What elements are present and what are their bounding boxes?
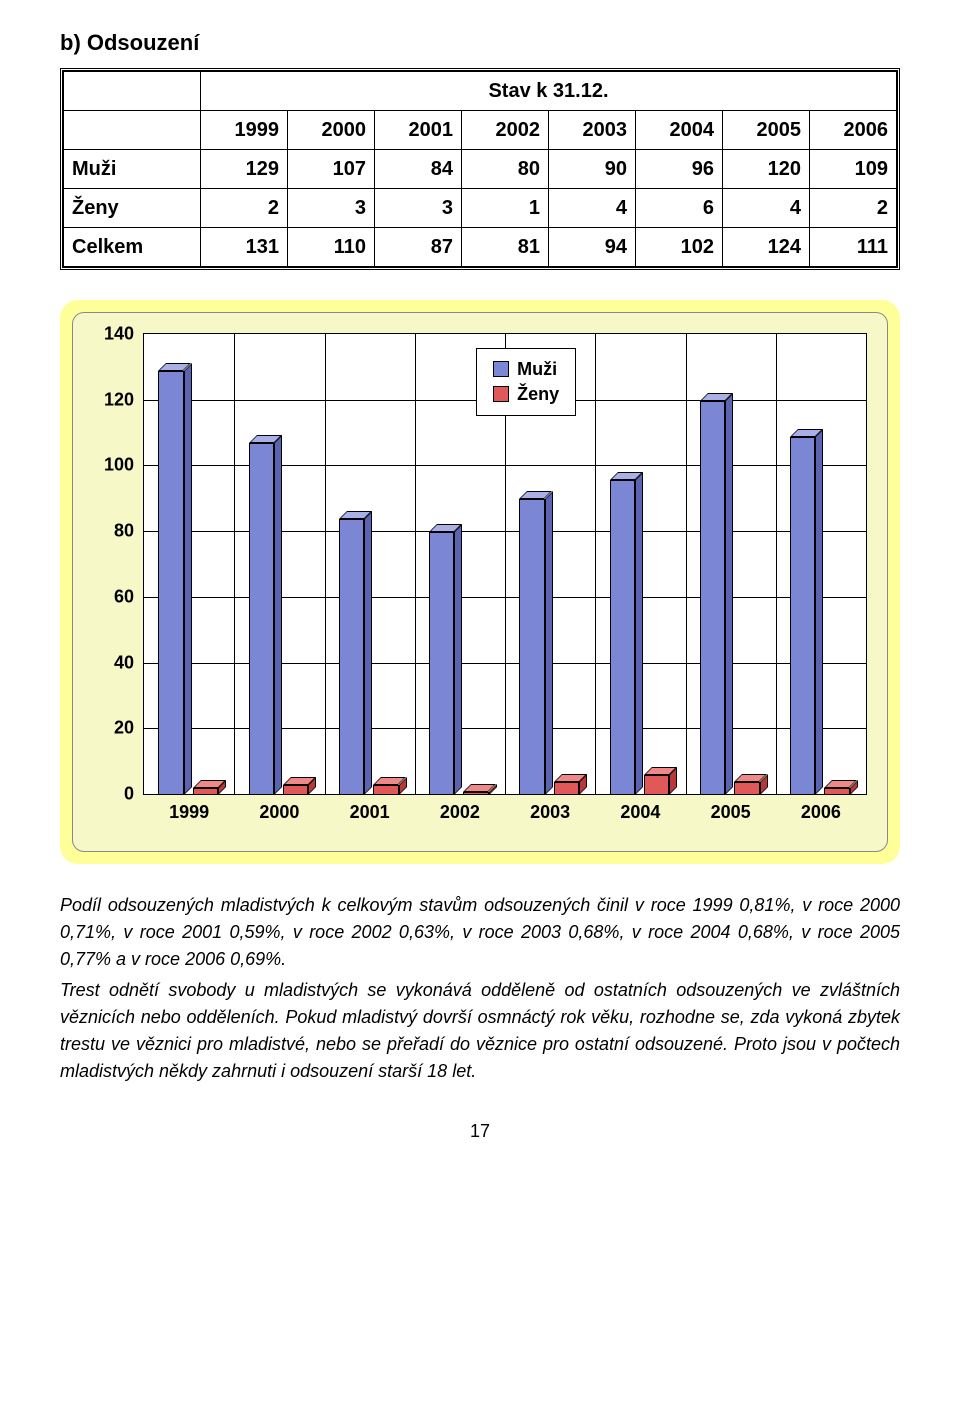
chart-bar (283, 785, 308, 795)
row-label: Celkem (64, 228, 201, 267)
chart-xtick: 2005 (711, 794, 751, 823)
cell: 111 (810, 228, 897, 267)
chart-bar (610, 480, 635, 795)
chart-xtick: 2003 (530, 794, 570, 823)
cell: 131 (201, 228, 288, 267)
chart-bar (429, 532, 454, 795)
cell: 81 (462, 228, 549, 267)
table-row: Celkem 131 110 87 81 94 102 124 111 (64, 228, 897, 267)
cell: 110 (288, 228, 375, 267)
chart-gridline-v (686, 334, 687, 794)
chart-bar (519, 499, 544, 795)
col-h: 2001 (375, 111, 462, 150)
chart-ytick: 140 (104, 324, 144, 345)
cell: 109 (810, 150, 897, 189)
chart-bar (158, 371, 183, 795)
chart-ytick: 40 (114, 652, 144, 673)
legend-label: Muži (517, 359, 557, 380)
chart-ytick: 20 (114, 718, 144, 739)
chart: 0 20 40 60 80 100 120 140 1999 2000 2001 2002 2003 20… (72, 312, 888, 852)
page-number: 17 (60, 1121, 900, 1142)
cell: 80 (462, 150, 549, 189)
body-text: Podíl odsouzených mladistvých k celkovým… (60, 892, 900, 1085)
legend-swatch (493, 361, 509, 377)
legend-swatch (493, 386, 509, 402)
chart-ytick: 80 (114, 521, 144, 542)
chart-gridline-v (234, 334, 235, 794)
cell: 102 (636, 228, 723, 267)
chart-bar (373, 785, 398, 795)
chart-bar (700, 401, 725, 795)
table-corner2 (64, 111, 201, 150)
legend-row: Muži (493, 357, 559, 382)
table-corner (64, 72, 201, 111)
chart-xtick: 2000 (259, 794, 299, 823)
cell: 94 (549, 228, 636, 267)
cell: 129 (201, 150, 288, 189)
row-label: Ženy (64, 189, 201, 228)
chart-xtick: 2002 (440, 794, 480, 823)
chart-xtick: 1999 (169, 794, 209, 823)
chart-xtick: 2006 (801, 794, 841, 823)
chart-bar (824, 788, 849, 795)
cell: 3 (288, 189, 375, 228)
table-caption: Stav k 31.12. (201, 72, 897, 111)
chart-bar (734, 782, 759, 795)
chart-xtick: 2004 (620, 794, 660, 823)
chart-legend: Muži Ženy (476, 348, 576, 416)
col-h: 2004 (636, 111, 723, 150)
cell: 3 (375, 189, 462, 228)
cell: 124 (723, 228, 810, 267)
cell: 84 (375, 150, 462, 189)
legend-label: Ženy (517, 384, 559, 405)
col-h: 1999 (201, 111, 288, 150)
section-heading: b) Odsouzení (60, 30, 900, 56)
paragraph: Trest odnětí svobody u mladistvých se vy… (60, 977, 900, 1085)
table-header-row: 1999 2000 2001 2002 2003 2004 2005 2006 (64, 111, 897, 150)
legend-row: Ženy (493, 382, 559, 407)
row-label: Muži (64, 150, 201, 189)
cell: 120 (723, 150, 810, 189)
cell: 90 (549, 150, 636, 189)
data-table-frame: Stav k 31.12. 1999 2000 2001 2002 2003 2… (60, 68, 900, 270)
chart-gridline-v (415, 334, 416, 794)
chart-gridline-v (595, 334, 596, 794)
cell: 2 (201, 189, 288, 228)
col-h: 2006 (810, 111, 897, 150)
table-row: Ženy 2 3 3 1 4 6 4 2 (64, 189, 897, 228)
chart-ytick: 120 (104, 389, 144, 410)
chart-bar (644, 775, 669, 795)
cell: 87 (375, 228, 462, 267)
chart-ytick: 100 (104, 455, 144, 476)
chart-frame: 0 20 40 60 80 100 120 140 1999 2000 2001 2002 2003 20… (60, 300, 900, 864)
cell: 1 (462, 189, 549, 228)
chart-ytick: 60 (114, 586, 144, 607)
col-h: 2003 (549, 111, 636, 150)
chart-bar (249, 443, 274, 795)
cell: 4 (723, 189, 810, 228)
cell: 96 (636, 150, 723, 189)
chart-xtick: 2001 (350, 794, 390, 823)
cell: 107 (288, 150, 375, 189)
paragraph: Podíl odsouzených mladistvých k celkovým… (60, 892, 900, 973)
chart-plot-area: 0204060801001201401999200020012002200320… (143, 333, 867, 795)
table-row: Muži 129 107 84 80 90 96 120 109 (64, 150, 897, 189)
chart-gridline-v (776, 334, 777, 794)
cell: 2 (810, 189, 897, 228)
chart-bar (463, 792, 488, 795)
cell: 6 (636, 189, 723, 228)
chart-bar (790, 437, 815, 795)
chart-bar (554, 782, 579, 795)
col-h: 2002 (462, 111, 549, 150)
col-h: 2005 (723, 111, 810, 150)
data-table: Stav k 31.12. 1999 2000 2001 2002 2003 2… (63, 71, 897, 267)
cell: 4 (549, 189, 636, 228)
col-h: 2000 (288, 111, 375, 150)
chart-gridline-v (325, 334, 326, 794)
chart-bar (339, 519, 364, 795)
chart-bar (193, 788, 218, 795)
chart-ytick: 0 (124, 784, 144, 805)
